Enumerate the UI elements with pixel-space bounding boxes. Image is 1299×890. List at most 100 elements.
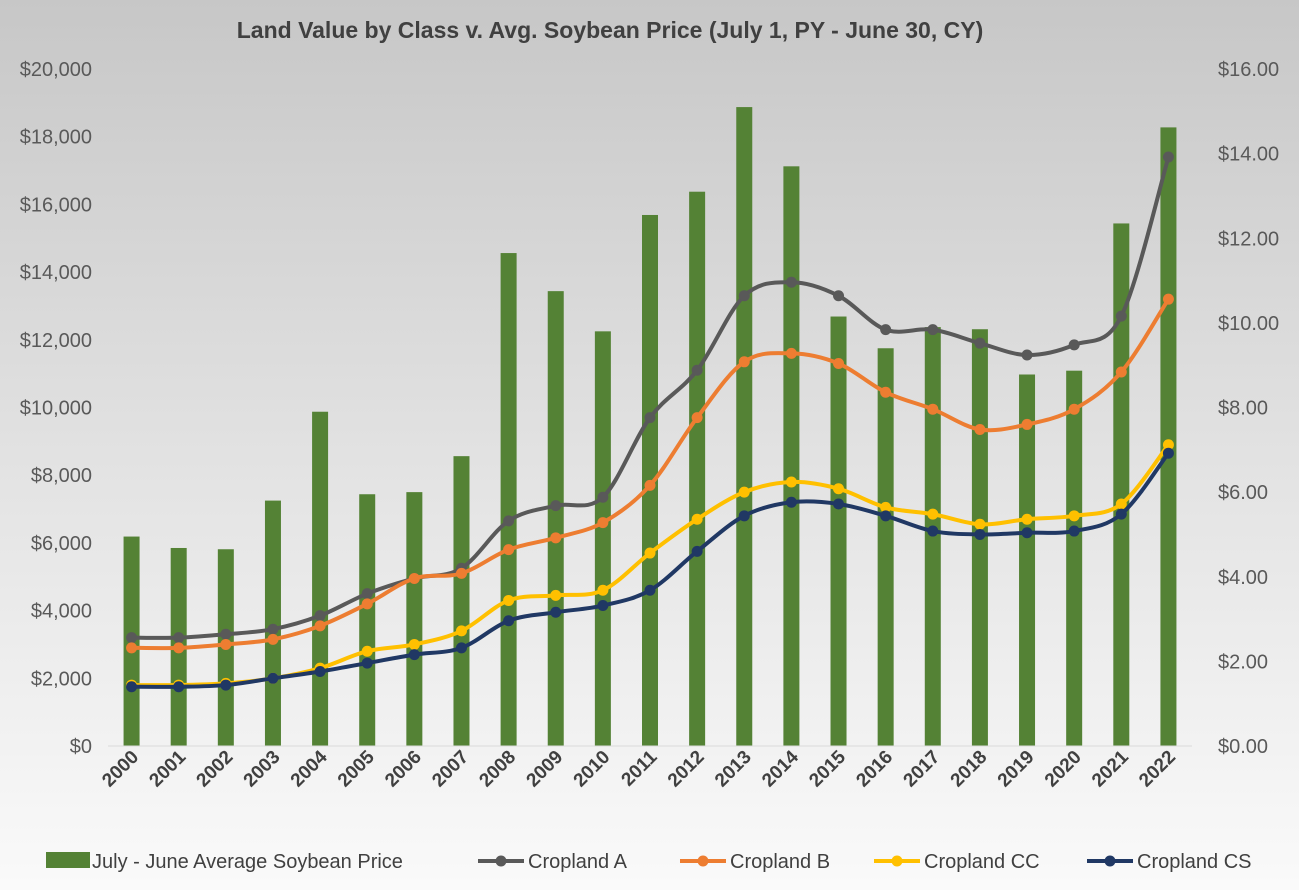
cropland-a-point	[927, 324, 939, 336]
cropland-a-point	[833, 290, 845, 302]
y-left-tick-label: $12,000	[20, 330, 92, 352]
y-right-tick-label: $12.00	[1218, 228, 1279, 250]
soybean-price-bar	[264, 500, 281, 746]
soybean-price-bar	[1160, 127, 1177, 747]
y-left-tick-label: $18,000	[20, 127, 92, 149]
chart-title: Land Value by Class v. Avg. Soybean Pric…	[237, 17, 984, 43]
y-left-tick-label: $4,000	[31, 601, 92, 623]
cropland-b-point	[550, 532, 562, 544]
y-right-tick-label: $8.00	[1218, 398, 1268, 420]
cropland-b-point	[1162, 293, 1174, 305]
cropland-cc-point	[408, 638, 420, 650]
cropland-cc-point	[880, 501, 892, 513]
soybean-price-bar	[689, 191, 706, 747]
cropland-a-point	[126, 632, 138, 644]
y-left-axis: $0 $2,000 $4,000 $6,000 $8,000 $10,000 $12,000…	[20, 59, 92, 758]
y-left-tick-label: $16,000	[20, 194, 92, 216]
y-right-tick-label: $0.00	[1218, 736, 1268, 758]
cropland-cs-point	[1068, 525, 1080, 537]
legend: July - June Average Soybean Price Croplan…	[46, 851, 1252, 873]
cropland-a-point	[550, 500, 562, 512]
cropland-b-point	[267, 633, 279, 645]
cropland-cc-point	[1115, 498, 1127, 510]
cropland-cc-point	[550, 589, 562, 601]
soybean-price-bar	[1113, 223, 1130, 747]
soybean-price-bar	[830, 316, 847, 746]
cropland-a-point	[220, 628, 232, 640]
cropland-a-point	[1021, 349, 1033, 361]
y-right-tick-label: $14.00	[1218, 144, 1279, 166]
soybean-price-bar	[1066, 370, 1083, 746]
cropland-b-point	[833, 357, 845, 369]
y-left-tick-label: $20,000	[20, 59, 92, 81]
y-right-tick-label: $4.00	[1218, 567, 1268, 589]
cropland-b-point	[1068, 403, 1080, 415]
y-right-tick-label: $16.00	[1218, 59, 1279, 81]
cropland-b-point	[361, 598, 373, 610]
y-left-tick-label: $8,000	[31, 465, 92, 487]
cropland-cc-point	[597, 584, 609, 596]
cropland-a-point	[1068, 339, 1080, 351]
y-right-tick-label: $10.00	[1218, 313, 1279, 335]
cropland-cs-point	[503, 615, 515, 627]
cropland-b-point	[597, 517, 609, 529]
soybean-price-bar	[736, 107, 753, 747]
legend-marker-cropland-a	[495, 855, 507, 867]
cropland-cc-point	[738, 486, 750, 498]
y-left-tick-label: $0	[70, 736, 92, 758]
cropland-cs-point	[1021, 527, 1033, 539]
cropland-a-point	[691, 364, 703, 376]
cropland-cs-point	[644, 584, 656, 596]
cropland-cc-point	[785, 476, 797, 488]
cropland-a-point	[503, 515, 515, 527]
soybean-price-bar	[783, 166, 800, 747]
soybean-price-bar	[547, 291, 564, 746]
soybean-price-bar	[594, 331, 611, 746]
legend-marker-cropland-b	[697, 855, 709, 867]
cropland-cs-point	[785, 496, 797, 508]
soybean-price-bar	[500, 253, 517, 746]
cropland-b-point	[220, 638, 232, 650]
cropland-a-point	[173, 632, 185, 644]
legend-marker-cropland-cs	[1104, 855, 1116, 867]
cropland-a-point	[1115, 310, 1127, 322]
cropland-b-point	[173, 642, 185, 654]
cropland-cc-point	[833, 483, 845, 495]
cropland-a-point	[1162, 151, 1174, 163]
soybean-price-bar	[877, 348, 894, 746]
legend-label-cropland-b: Cropland B	[730, 851, 830, 873]
cropland-b-point	[738, 356, 750, 368]
cropland-cs-point	[126, 681, 138, 693]
y-right-tick-label: $2.00	[1218, 651, 1268, 673]
legend-marker-cropland-cc	[891, 855, 903, 867]
cropland-cc-point	[974, 518, 986, 530]
cropland-cc-point	[1021, 513, 1033, 525]
cropland-cc-point	[361, 645, 373, 657]
cropland-b-point	[1115, 366, 1127, 378]
cropland-cs-point	[833, 498, 845, 510]
cropland-cc-point	[455, 625, 467, 637]
cropland-cs-point	[267, 672, 279, 684]
cropland-b-point	[1021, 418, 1033, 430]
cropland-cc-point	[1162, 439, 1174, 451]
y-right-tick-label: $6.00	[1218, 482, 1268, 504]
y-left-tick-label: $10,000	[20, 398, 92, 420]
cropland-b-point	[644, 479, 656, 491]
y-left-tick-label: $6,000	[31, 533, 92, 555]
cropland-a-point	[267, 623, 279, 635]
cropland-cs-point	[597, 600, 609, 612]
legend-label-cropland-cs: Cropland CS	[1137, 851, 1252, 873]
cropland-b-point	[314, 620, 326, 632]
legend-swatch-soybean-price	[46, 852, 90, 868]
lines-layer	[126, 151, 1174, 693]
cropland-cc-point	[1068, 510, 1080, 522]
cropland-cs-point	[1115, 508, 1127, 520]
y-left-tick-label: $2,000	[31, 668, 92, 690]
cropland-a-point	[597, 491, 609, 503]
cropland-cs-point	[691, 545, 703, 557]
cropland-a-point	[785, 276, 797, 288]
cropland-cs-point	[974, 528, 986, 540]
cropland-b-point	[503, 544, 515, 556]
cropland-a-point	[974, 337, 986, 349]
cropland-b-point	[455, 567, 467, 579]
